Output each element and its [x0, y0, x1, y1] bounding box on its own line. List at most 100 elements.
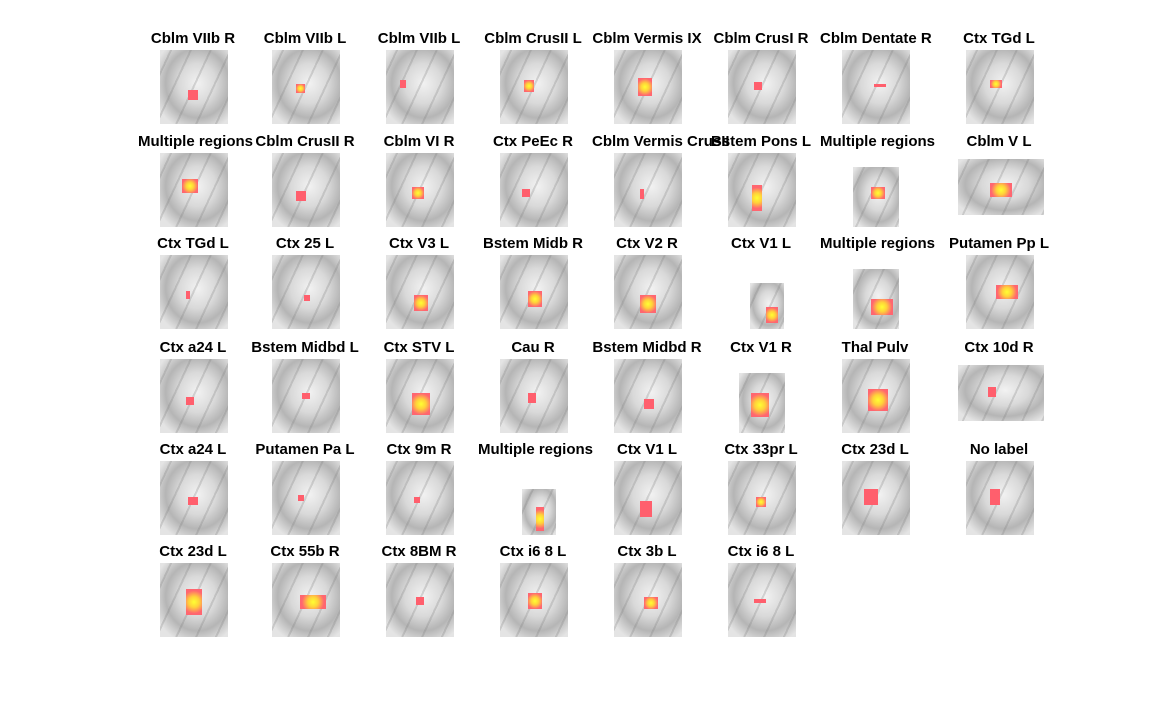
slice-panel: Ctx 9m R: [364, 441, 474, 541]
slice-panel: Putamen Pa L: [250, 441, 360, 541]
slice-panel: Ctx i6 8 L: [706, 543, 816, 643]
panel-title: Ctx a24 L: [159, 441, 227, 458]
activation-cluster: [754, 599, 766, 603]
panel-title: Cblm VIIb L: [263, 30, 347, 47]
brain-slice-image: [386, 50, 454, 124]
panel-title: Multiple regions: [820, 133, 936, 150]
activation-cluster: [298, 495, 304, 501]
slice-texture: [842, 50, 910, 124]
panel-title: Cblm CrusII L: [484, 30, 582, 47]
activation-cluster: [868, 389, 888, 411]
brain-slice-image: [853, 269, 899, 329]
brain-slice-image: [386, 563, 454, 637]
slice-panel: No label: [944, 441, 1054, 541]
slice-texture: [386, 50, 454, 124]
panel-title: Bstem Midbd R: [592, 339, 702, 356]
activation-cluster: [186, 291, 190, 299]
activation-cluster: [752, 185, 762, 211]
activation-cluster: [990, 183, 1012, 197]
brain-slice-image: [614, 153, 682, 227]
brain-slice-image: [272, 255, 340, 329]
slice-panel: Ctx STV L: [364, 339, 474, 439]
panel-title: Ctx 9m R: [386, 441, 452, 458]
activation-cluster: [536, 507, 544, 531]
slice-panel: Cblm VIIb R: [138, 30, 248, 130]
panel-title: Cblm CrusI R: [713, 30, 809, 47]
slice-panel: Ctx 23d L: [138, 543, 248, 643]
activation-cluster: [874, 84, 886, 87]
brain-slice-image: [160, 50, 228, 124]
brain-slice-image: [386, 153, 454, 227]
activation-cluster: [524, 80, 534, 92]
panel-title: Ctx 25 L: [275, 235, 335, 252]
brain-slice-image: [853, 167, 899, 227]
panel-title: Putamen Pp L: [948, 235, 1049, 252]
slice-panel: Ctx TGd L: [944, 30, 1054, 130]
slice-texture: [728, 50, 796, 124]
slice-panel: Cblm VI R: [364, 133, 474, 233]
brain-slice-image: [614, 359, 682, 433]
activation-cluster: [414, 295, 428, 311]
activation-cluster: [188, 497, 198, 505]
brain-slice-image: [272, 50, 340, 124]
panel-title: Ctx V1 L: [616, 441, 677, 458]
activation-cluster: [871, 187, 885, 199]
panel-title: Cblm Vermis CrusII: [592, 133, 730, 150]
panel-title: Thal Pulv: [841, 339, 909, 356]
slice-panel: Ctx PeEc R: [478, 133, 588, 233]
slice-panel: Ctx 10d R: [944, 339, 1054, 439]
panel-title: Ctx TGd L: [157, 235, 229, 252]
activation-cluster: [996, 285, 1018, 299]
activation-cluster: [522, 189, 530, 197]
activation-cluster: [186, 589, 202, 615]
activation-cluster: [414, 497, 420, 503]
brain-slice-image: [272, 153, 340, 227]
slice-panel: Cblm CrusII L: [478, 30, 588, 130]
brain-slice-image: [728, 461, 796, 535]
activation-cluster: [756, 497, 766, 507]
slice-texture: [386, 255, 454, 329]
panel-title: Cblm VI R: [383, 133, 455, 150]
activation-cluster: [754, 82, 762, 90]
slice-panel: Ctx TGd L: [138, 235, 248, 335]
panel-title: Ctx 3b L: [617, 543, 677, 560]
activation-cluster: [644, 399, 654, 409]
brain-slice-image: [522, 489, 556, 535]
brain-slice-image: [160, 255, 228, 329]
slice-panel: Bstem Pons L: [706, 133, 816, 233]
activation-cluster: [300, 595, 326, 609]
panel-title: Ctx 8BM R: [381, 543, 457, 560]
panel-title: Ctx 33pr L: [724, 441, 798, 458]
activation-cluster: [412, 187, 424, 199]
brain-slice-image: [966, 50, 1034, 124]
panel-title: Putamen Pa L: [255, 441, 355, 458]
slice-panel: Multiple regions: [820, 235, 935, 335]
slice-panel: Ctx a24 L: [138, 441, 248, 541]
slice-texture: [272, 255, 340, 329]
slice-texture: [614, 359, 682, 433]
slice-texture: [614, 153, 682, 227]
slice-panel: Cblm CrusII R: [250, 133, 360, 233]
brain-slice-image: [842, 50, 910, 124]
activation-cluster: [871, 299, 893, 315]
activation-cluster: [638, 78, 652, 96]
slice-panel: Cblm Vermis CrusII: [592, 133, 730, 233]
slice-panel: Ctx V3 L: [364, 235, 474, 335]
activation-cluster: [188, 90, 198, 100]
brain-slice-image: [272, 359, 340, 433]
slice-panel: Bstem Midbd R: [592, 339, 702, 439]
brain-slice-image: [614, 50, 682, 124]
activation-cluster: [640, 501, 652, 517]
slice-panel: Putamen Pp L: [944, 235, 1054, 335]
slice-panel: Ctx i6 8 L: [478, 543, 588, 643]
panel-title: Cblm Vermis IX: [592, 30, 702, 47]
brain-slice-image: [728, 50, 796, 124]
brain-slice-image: [160, 461, 228, 535]
slice-panel: Cblm Dentate R: [820, 30, 932, 130]
slice-panel: Ctx 23d L: [820, 441, 930, 541]
slice-texture: [160, 255, 228, 329]
panel-title: Cblm V L: [966, 133, 1032, 150]
activation-cluster: [182, 179, 198, 193]
slice-panel: Multiple regions: [478, 441, 594, 541]
panel-title: Multiple regions: [478, 441, 594, 458]
